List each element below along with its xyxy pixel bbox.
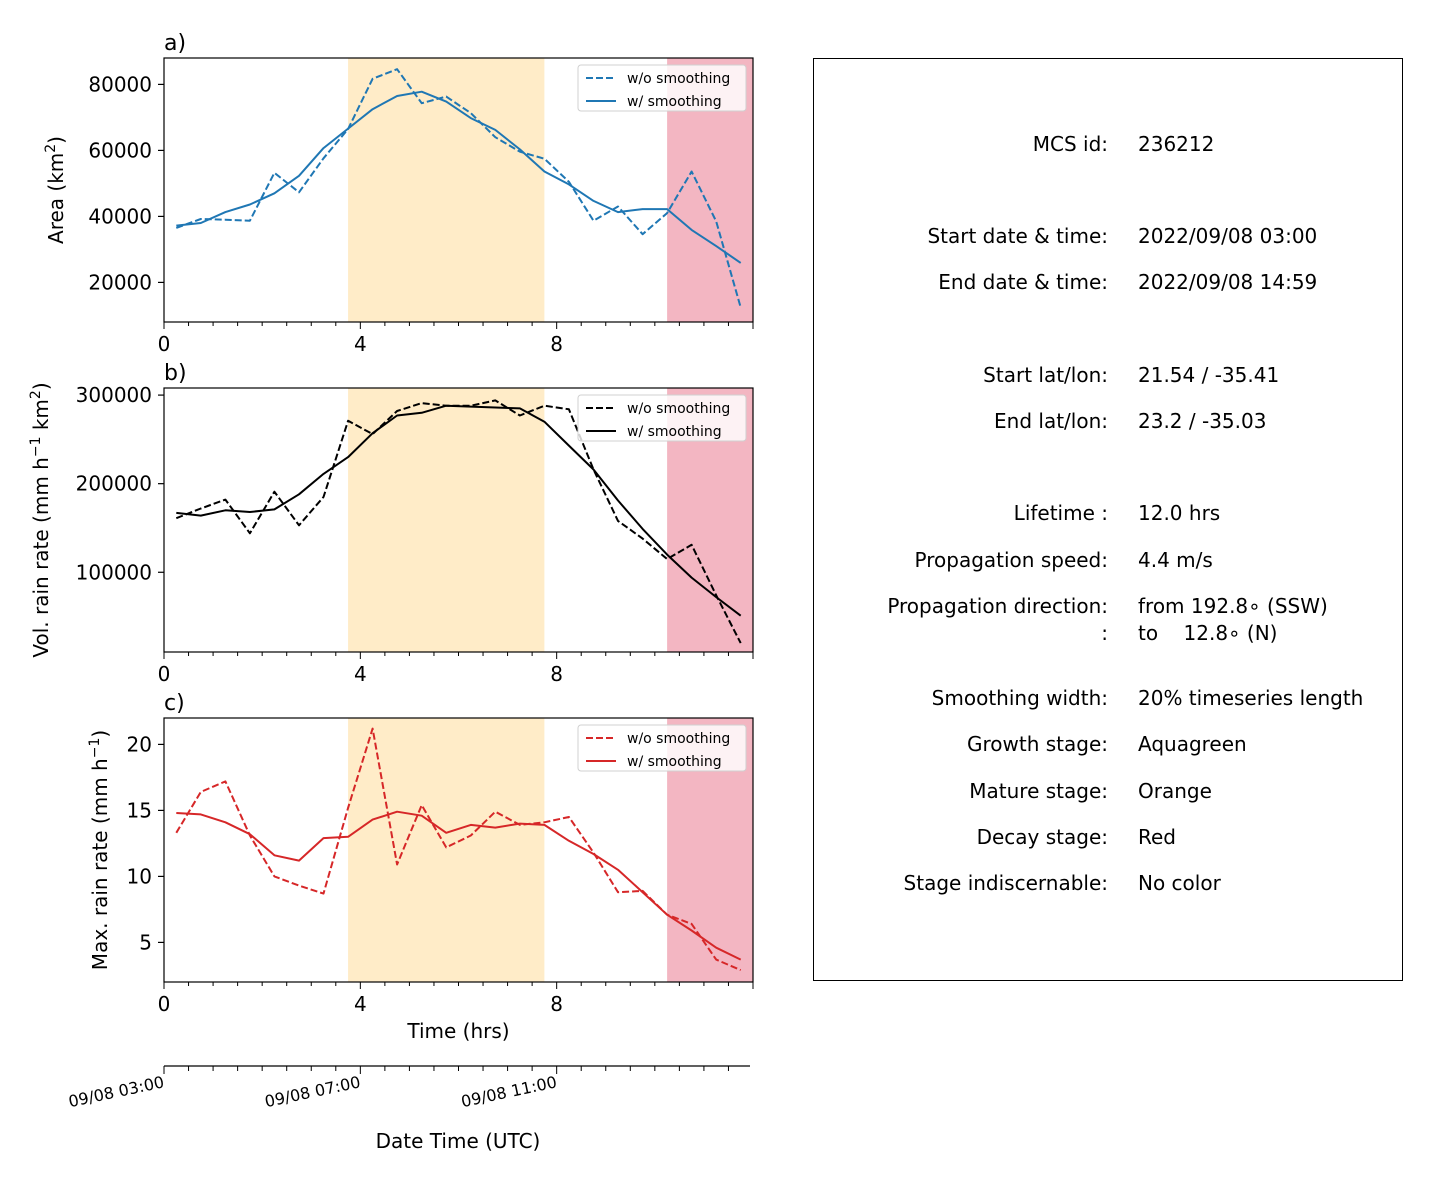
- y-axis-label: Max. rain rate (mm h−1): [87, 730, 112, 970]
- x-tick-label: 4: [354, 332, 367, 356]
- speed-row: Propagation speed: 4.4 m/s: [814, 548, 1404, 572]
- y-axis-label: Vol. rain rate (mm h−1 km2): [28, 382, 53, 657]
- mature-stage-band: [348, 388, 545, 652]
- mature-label: Mature stage:: [969, 779, 1108, 803]
- smoothed-series-line: [176, 404, 742, 617]
- end-latlon-value: 23.2 / -35.03: [1138, 409, 1267, 433]
- legend-raw-label: w/o smoothing: [627, 401, 730, 417]
- y-tick-label: 40000: [88, 204, 152, 228]
- x-tick-label: 4: [354, 662, 367, 686]
- y-tick-label: 10: [127, 864, 152, 888]
- y-tick-label: 300000: [76, 383, 152, 407]
- smoothing-value: 20% timeseries length: [1138, 686, 1364, 710]
- y-tick-label: 20: [127, 732, 152, 756]
- panel-label: a): [164, 31, 186, 56]
- mcs-info-panel: MCS id: 236212 Start date & time: 2022/0…: [813, 58, 1403, 981]
- x-tick-label: 0: [158, 992, 171, 1016]
- x-tick-label: 8: [550, 662, 563, 686]
- growth-value: Aquagreen: [1138, 732, 1247, 756]
- mcs-id-label: MCS id:: [1032, 132, 1108, 156]
- panel-b: 100000 200000 300000 0 4 8 b) Vol. rain rate (m…: [28, 361, 754, 686]
- mature-stage-band: [348, 718, 545, 982]
- y-tick-label: 80000: [88, 72, 152, 96]
- y-tick-label: 15: [127, 798, 152, 822]
- decay-label: Decay stage:: [976, 825, 1108, 849]
- legend: w/o smoothing w/ smoothing: [577, 394, 747, 442]
- lifetime-value: 12.0 hrs: [1138, 501, 1221, 525]
- direction-label: Propagation direction:: [887, 594, 1108, 618]
- x-axis-label: Time (hrs): [406, 1019, 509, 1043]
- mcs-id-row: MCS id: 236212: [814, 132, 1404, 156]
- end-latlon-label: End lat/lon:: [994, 409, 1108, 433]
- end-datetime-row: End date & time: 2022/09/08 14:59: [814, 270, 1404, 294]
- direction-to-row: : to 12.8∘ (N): [814, 621, 1404, 645]
- speed-value: 4.4 m/s: [1138, 548, 1213, 572]
- date-tick-label: 09/08 11:00: [459, 1072, 558, 1111]
- y-tick-label: 5: [139, 930, 152, 954]
- indiscernable-value: No color: [1138, 871, 1221, 895]
- mature-value: Orange: [1138, 779, 1212, 803]
- legend-smoothed-label: w/ smoothing: [627, 94, 722, 110]
- panel-c: 5 10 15 20 0 4 8 c) Max. rain rate (mm h−1) w/o s…: [87, 691, 754, 1016]
- panel-a: 20000 40000 60000 80000 0 4 8 a) Area (km2) w/o s…: [43, 31, 754, 356]
- start-latlon-label: Start lat/lon:: [983, 363, 1108, 387]
- y-tick-label: 20000: [88, 270, 152, 294]
- indiscernable-row: Stage indiscernable: No color: [814, 871, 1404, 895]
- smoothing-label: Smoothing width:: [931, 686, 1108, 710]
- end-latlon-row: End lat/lon: 23.2 / -35.03: [814, 409, 1404, 433]
- lifetime-row: Lifetime : 12.0 hrs: [814, 501, 1404, 525]
- indiscernable-label: Stage indiscernable:: [903, 871, 1108, 895]
- y-tick-label: 200000: [76, 472, 152, 496]
- raw-series-line: [175, 68, 742, 308]
- x-tick-label: 8: [550, 992, 563, 1016]
- legend-smoothed-label: w/ smoothing: [627, 424, 722, 440]
- legend-box: [577, 724, 747, 772]
- start-latlon-value: 21.54 / -35.41: [1138, 363, 1280, 387]
- legend-raw-label: w/o smoothing: [627, 71, 730, 87]
- smoothed-series-line: [176, 90, 742, 264]
- x-tick-label: 8: [550, 332, 563, 356]
- legend-box: [577, 64, 747, 112]
- speed-label: Propagation speed:: [914, 548, 1108, 572]
- decay-row: Decay stage: Red: [814, 825, 1404, 849]
- smoothed-series-line: [176, 810, 742, 961]
- start-datetime-label: Start date & time:: [927, 224, 1108, 248]
- x-tick-label: 0: [158, 332, 171, 356]
- end-datetime-value: 2022/09/08 14:59: [1138, 270, 1318, 294]
- y-tick-label: 100000: [76, 560, 152, 584]
- legend-box: [577, 394, 747, 442]
- panel-label: c): [164, 691, 185, 716]
- x-tick-label: 4: [354, 992, 367, 1016]
- smoothing-row: Smoothing width: 20% timeseries length: [814, 686, 1404, 710]
- mcs-id-value: 236212: [1138, 132, 1215, 156]
- growth-label: Growth stage:: [966, 732, 1108, 756]
- direction-label-continued: :: [1101, 621, 1108, 645]
- direction-to-value: to 12.8∘ (N): [1138, 621, 1278, 645]
- direction-from-value: from 192.8∘ (SSW): [1138, 594, 1328, 618]
- legend: w/o smoothing w/ smoothing: [577, 64, 747, 112]
- date-tick-label: 09/08 03:00: [67, 1072, 166, 1111]
- y-axis-label: Area (km2): [43, 136, 68, 244]
- date-tick-label: 09/08 07:00: [263, 1072, 362, 1111]
- lifetime-label: Lifetime :: [1013, 501, 1108, 525]
- mature-row: Mature stage: Orange: [814, 779, 1404, 803]
- date-axis-label: Date Time (UTC): [376, 1129, 541, 1153]
- end-datetime-label: End date & time:: [938, 270, 1108, 294]
- start-datetime-row: Start date & time: 2022/09/08 03:00: [814, 224, 1404, 248]
- y-tick-label: 60000: [88, 138, 152, 162]
- decay-value: Red: [1138, 825, 1176, 849]
- direction-row: Propagation direction: from 192.8∘ (SSW): [814, 594, 1404, 618]
- legend-smoothed-label: w/ smoothing: [627, 754, 722, 770]
- legend: w/o smoothing w/ smoothing: [577, 724, 747, 772]
- growth-row: Growth stage: Aquagreen: [814, 732, 1404, 756]
- start-latlon-row: Start lat/lon: 21.54 / -35.41: [814, 363, 1404, 387]
- start-datetime-value: 2022/09/08 03:00: [1138, 224, 1318, 248]
- x-tick-label: 0: [158, 662, 171, 686]
- panel-label: b): [164, 361, 187, 386]
- legend-raw-label: w/o smoothing: [627, 731, 730, 747]
